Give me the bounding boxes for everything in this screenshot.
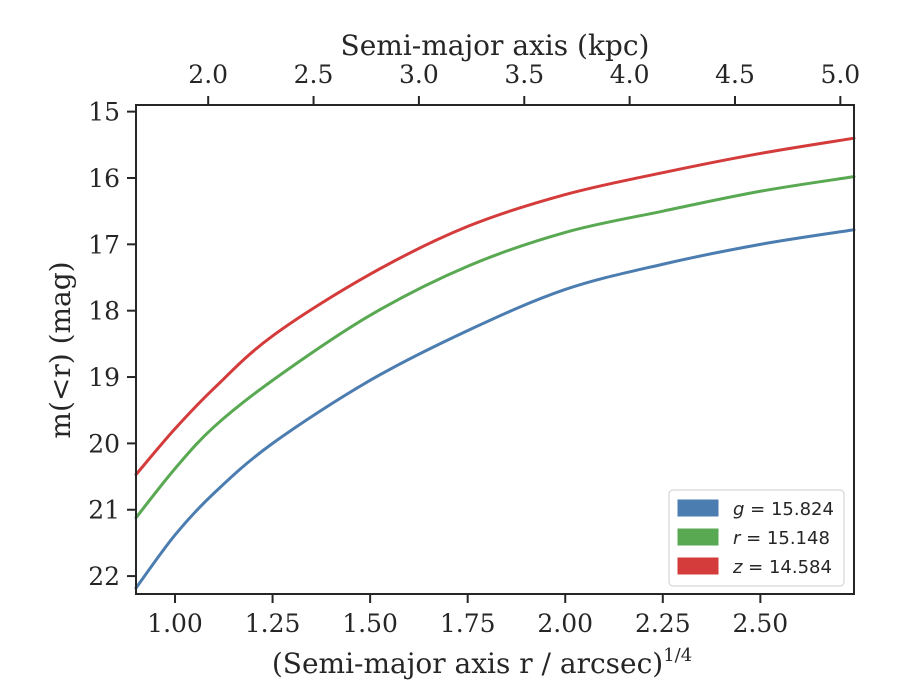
plot-frame (135, 104, 855, 595)
top-x-tick-label: 4.5 (715, 60, 755, 89)
y-tick-label: 18 (88, 297, 120, 326)
x-tick-label: 2.50 (733, 609, 789, 638)
legend: g = 15.824 r = 15.148 z = 14.584 (668, 489, 845, 587)
y-tick-label: 20 (88, 429, 120, 458)
top-x-tick-label: 5.0 (820, 60, 860, 89)
x-axis-label: (Semi-major axis r / arcsec)1/4 (272, 645, 692, 680)
y-tick-label: 16 (88, 164, 120, 193)
legend-label-g: g = 15.824 (733, 499, 834, 520)
left-y-axis: 15 16 17 18 19 20 21 22 (88, 98, 136, 591)
bottom-x-axis: 1.00 1.25 1.50 1.75 2.00 2.25 2.50 (147, 594, 788, 638)
x-tick-label: 1.25 (245, 609, 301, 638)
series-line-g (134, 228, 856, 590)
legend-swatch-g (677, 499, 719, 517)
top-x-axis: 2.0 2.5 3.0 3.5 4.0 4.5 5.0 (188, 60, 860, 105)
legend-label-r: r = 15.148 (733, 528, 830, 549)
top-x-tick-label: 4.0 (610, 60, 650, 89)
legend-swatch-r (677, 528, 719, 546)
top-x-tick-label: 2.0 (188, 60, 228, 89)
series-layer (134, 136, 856, 590)
y-tick-label: 17 (88, 230, 120, 259)
top-x-tick-label: 3.5 (504, 60, 544, 89)
x-tick-label: 1.00 (147, 609, 203, 638)
y-tick-label: 22 (88, 562, 120, 591)
series-line-r (134, 175, 856, 520)
y-tick-label: 15 (88, 98, 120, 127)
y-tick-label: 19 (88, 363, 120, 392)
top-x-tick-label: 3.0 (399, 60, 439, 89)
series-line-z (134, 136, 856, 477)
y-axis-label: m(<r) (mag) (44, 261, 77, 438)
x-tick-label: 1.75 (440, 609, 496, 638)
legend-swatch-z (677, 557, 719, 575)
top-x-axis-label: Semi-major axis (kpc) (341, 29, 650, 62)
x-tick-label: 2.25 (635, 609, 691, 638)
x-tick-label: 1.50 (342, 609, 398, 638)
y-tick-label: 21 (88, 496, 120, 525)
x-tick-label: 2.00 (537, 609, 593, 638)
legend-items: g = 15.824 r = 15.148 z = 14.584 (677, 499, 834, 578)
legend-label-z: z = 14.584 (732, 557, 832, 578)
top-x-tick-label: 2.5 (294, 60, 334, 89)
